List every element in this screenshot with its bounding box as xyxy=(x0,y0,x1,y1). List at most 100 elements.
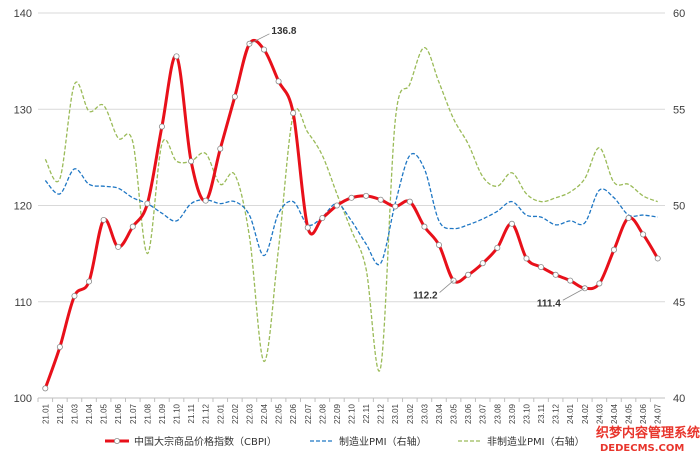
series-point xyxy=(348,194,355,201)
series-point xyxy=(523,255,530,262)
annotation-leader xyxy=(439,280,454,293)
series-point xyxy=(538,264,545,271)
x-tick-label: 23.02 xyxy=(406,403,415,424)
x-tick-label: 22.06 xyxy=(289,403,298,424)
x-tick-label: 22.12 xyxy=(377,403,386,424)
series-point xyxy=(158,123,165,130)
series-point xyxy=(494,244,501,251)
right-tick-label: 40 xyxy=(673,393,685,405)
series-point xyxy=(100,216,107,223)
right-tick-label: 45 xyxy=(673,297,685,309)
series-point xyxy=(275,78,282,85)
left-tick-label: 130 xyxy=(14,104,32,116)
right-tick-label: 55 xyxy=(673,104,685,116)
annotation-leader xyxy=(249,33,270,45)
x-tick-label: 22.05 xyxy=(275,403,284,424)
x-tick-label: 21.04 xyxy=(85,403,94,424)
series-point xyxy=(406,198,413,205)
annotation-leader xyxy=(562,287,585,301)
right-tick-label: 50 xyxy=(673,201,685,213)
series-point xyxy=(319,215,326,222)
series-point xyxy=(86,278,93,285)
series-point xyxy=(581,285,588,292)
right-axis-ticks: 40 45 50 55 60 xyxy=(673,8,685,405)
series-point xyxy=(333,202,340,209)
series-point xyxy=(42,385,49,392)
x-tick-label: 23.10 xyxy=(522,403,531,424)
x-tick-label: 22.10 xyxy=(348,403,357,424)
watermark-line2: DEDECMS.COM xyxy=(600,443,684,454)
series-point xyxy=(479,260,486,267)
x-tick-label: 23.01 xyxy=(391,403,400,424)
x-tick-label: 22.03 xyxy=(245,403,254,424)
x-tick-label: 23.11 xyxy=(537,403,546,423)
series-point xyxy=(625,215,632,222)
left-tick-label: 110 xyxy=(14,297,32,309)
x-tick-label: 23.04 xyxy=(435,403,444,424)
series-point xyxy=(610,246,617,253)
x-tick-label: 22.08 xyxy=(318,403,327,424)
series-point xyxy=(71,292,78,299)
x-tick-label: 23.03 xyxy=(420,403,429,424)
x-tick-label: 24.01 xyxy=(566,403,575,424)
series-point xyxy=(640,231,647,238)
x-tick-label: 21.07 xyxy=(129,403,138,424)
x-tick-label: 22.04 xyxy=(260,403,269,424)
series-point xyxy=(188,158,195,165)
series-point xyxy=(435,241,442,248)
series-point xyxy=(567,277,574,284)
left-tick-label: 140 xyxy=(14,8,32,20)
left-axis-ticks: 100 110 120 130 140 xyxy=(14,8,32,405)
x-tick-label: 21.05 xyxy=(100,403,109,424)
x-tick-label: 22.01 xyxy=(216,403,225,424)
x-tick-label: 24.03 xyxy=(595,403,604,424)
series-lines xyxy=(42,38,661,392)
series-point xyxy=(304,224,311,231)
series-point xyxy=(173,53,180,60)
x-tick-label: 21.06 xyxy=(114,403,123,424)
legend-label: 非制造业PMI（右轴） xyxy=(487,435,585,448)
x-tick-label: 23.07 xyxy=(479,403,488,424)
series-point xyxy=(231,93,238,100)
series-point xyxy=(290,110,297,117)
series-point xyxy=(246,40,253,47)
series-point xyxy=(115,243,122,250)
x-tick-label: 24.04 xyxy=(610,403,619,424)
x-tick-label: 22.11 xyxy=(362,403,371,423)
legend: 中国大宗商品价格指数（CBPI） 制造业PMI（右轴） 非制造业PMI（右轴） xyxy=(105,435,585,448)
right-tick-label: 60 xyxy=(673,8,685,20)
left-tick-label: 120 xyxy=(14,201,32,213)
x-tick-label: 21.02 xyxy=(56,403,65,424)
x-tick-label: 24.02 xyxy=(581,403,590,424)
x-tick-label: 23.05 xyxy=(450,403,459,424)
x-tick-label: 21.08 xyxy=(143,403,152,424)
x-tick-label: 22.09 xyxy=(333,403,342,424)
x-tick-label: 21.10 xyxy=(173,403,182,424)
x-tick-label: 21.01 xyxy=(41,403,50,424)
series-point xyxy=(392,203,399,210)
left-tick-label: 100 xyxy=(14,393,32,405)
watermark: 织梦内容管理系统 DEDECMS.COM xyxy=(596,425,700,454)
series-point xyxy=(465,271,472,278)
x-tick-label: 23.06 xyxy=(464,403,473,424)
series-line-3 xyxy=(44,46,658,372)
x-tick-label: 24.07 xyxy=(654,403,663,424)
x-tick-label: 22.07 xyxy=(304,403,313,424)
series-point xyxy=(508,220,515,227)
series-point xyxy=(421,223,428,230)
x-tick-label: 23.08 xyxy=(493,403,502,424)
series-point xyxy=(56,343,63,350)
x-tick-label: 23.12 xyxy=(552,403,561,424)
annotation-label: 112.2 xyxy=(413,291,438,302)
x-tick-label: 21.03 xyxy=(70,403,79,424)
annotations: 136.8 112.2 111.4 xyxy=(249,26,585,309)
series-point xyxy=(261,46,268,53)
annotation-label: 136.8 xyxy=(271,26,296,37)
series-point xyxy=(596,280,603,287)
series-point xyxy=(217,145,224,152)
legend-label: 中国大宗商品价格指数（CBPI） xyxy=(134,435,277,448)
series-point xyxy=(377,196,384,203)
annotation-label: 111.4 xyxy=(537,298,561,309)
